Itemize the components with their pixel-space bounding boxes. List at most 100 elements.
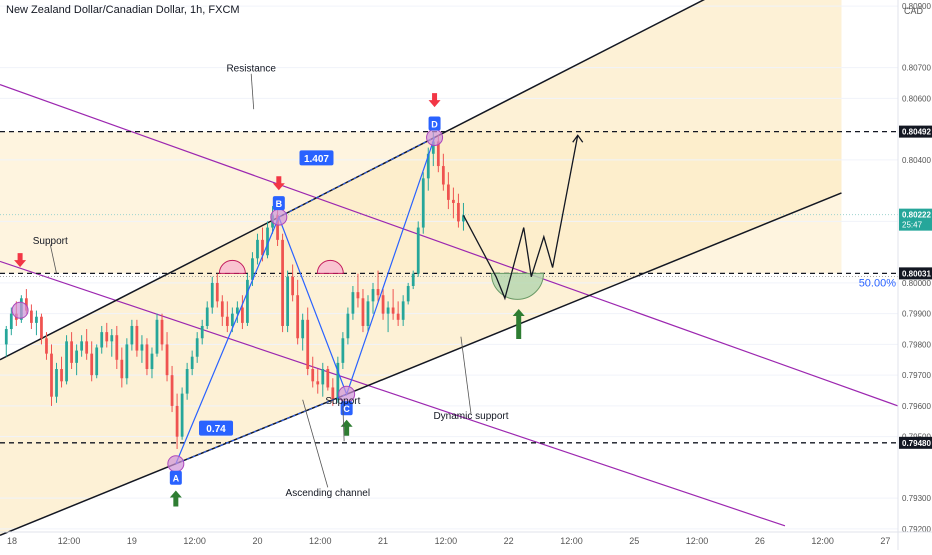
candle: [200, 319, 204, 345]
candle: [225, 301, 229, 333]
candle-body: [45, 338, 48, 354]
annotation-label: Dynamic support: [433, 411, 508, 422]
candle: [160, 313, 164, 351]
annotation-pointer: [342, 405, 345, 442]
candle: [35, 310, 38, 336]
candle: [371, 282, 375, 314]
candle: [361, 289, 365, 333]
candle-body: [55, 369, 58, 397]
candle: [296, 279, 300, 345]
candle: [366, 295, 370, 333]
candle: [441, 153, 445, 191]
candle-body: [235, 307, 239, 314]
candle-body: [180, 393, 184, 437]
y-tick-label: 0.79600: [902, 402, 931, 411]
candle: [406, 282, 410, 305]
x-tick-label: 19: [127, 536, 137, 546]
candle: [165, 332, 169, 382]
candle: [4, 325, 8, 357]
candle-body: [396, 313, 400, 320]
candle-body: [321, 369, 325, 385]
candle-body: [200, 325, 204, 339]
candle: [140, 335, 144, 363]
swing-point-circle: [167, 455, 185, 473]
candle: [85, 329, 89, 360]
candle-body: [452, 199, 455, 203]
annotation-pointer: [250, 73, 255, 110]
candle-body: [346, 313, 350, 339]
candle: [215, 273, 219, 308]
candle-body: [190, 356, 194, 370]
candle: [80, 335, 84, 357]
candle: [205, 301, 209, 330]
candle: [256, 233, 259, 265]
candle: [411, 270, 415, 290]
candle: [452, 187, 455, 219]
point-label-B: B: [276, 199, 283, 209]
candle: [376, 270, 380, 302]
candle-body: [220, 301, 224, 317]
candle: [115, 325, 119, 370]
candle: [120, 347, 124, 388]
candle-body: [30, 310, 33, 323]
candle-body: [371, 289, 375, 302]
candle: [175, 393, 179, 449]
candle-body: [361, 298, 365, 326]
price-tag-box: [899, 125, 932, 138]
candle: [65, 335, 68, 385]
candle: [95, 344, 99, 379]
annotation-label: Ascending channel: [286, 488, 371, 499]
candle-body: [406, 285, 410, 302]
candle-body: [391, 307, 395, 314]
candle: [331, 378, 335, 406]
candle: [60, 356, 63, 388]
candle-body: [170, 375, 174, 406]
candle-body: [105, 332, 109, 342]
candle-body: [120, 359, 124, 379]
channel-upper-line: [0, 0, 705, 361]
candle: [346, 307, 350, 345]
ratio-connector-ac: [175, 393, 347, 465]
candle-body: [40, 316, 43, 339]
candle-body: [301, 319, 305, 339]
candle-body: [9, 313, 13, 330]
candle-body: [331, 387, 335, 400]
candle: [386, 301, 390, 333]
candle-body: [35, 316, 38, 323]
candle-body: [256, 239, 259, 259]
candle: [170, 365, 174, 413]
candle: [396, 301, 400, 326]
ratio-label: 0.74: [206, 424, 226, 435]
candle-body: [95, 347, 99, 376]
candle-body: [150, 353, 154, 370]
y-tick-label: 0.80900: [902, 2, 931, 11]
candle: [55, 362, 58, 403]
x-tick-label: 18: [7, 536, 17, 546]
channel-lower-line: [0, 192, 842, 536]
candle-body: [336, 362, 340, 400]
y-tick-label: 0.79700: [902, 371, 931, 380]
candle: [50, 344, 53, 406]
candle: [401, 295, 405, 326]
green-up-arrow-icon: [169, 490, 182, 507]
candle-body: [431, 141, 435, 154]
projection-path: [462, 135, 579, 301]
retest-arch: [316, 259, 344, 274]
y-tick-label: 0.79300: [902, 494, 931, 503]
candle: [30, 304, 33, 330]
candle: [391, 289, 395, 320]
candle-body: [426, 153, 430, 179]
point-label-box: [428, 116, 441, 131]
candle: [135, 319, 139, 357]
annotation-pointer: [302, 399, 329, 488]
candle-body: [4, 329, 8, 345]
purple-trendline-upper: [0, 84, 899, 407]
y-tick-label: 0.79800: [902, 340, 931, 349]
candle-body: [195, 338, 199, 357]
candle-body: [125, 344, 129, 379]
red-down-arrow-icon: [428, 93, 441, 108]
candle: [446, 172, 450, 210]
candle-body: [311, 369, 315, 382]
